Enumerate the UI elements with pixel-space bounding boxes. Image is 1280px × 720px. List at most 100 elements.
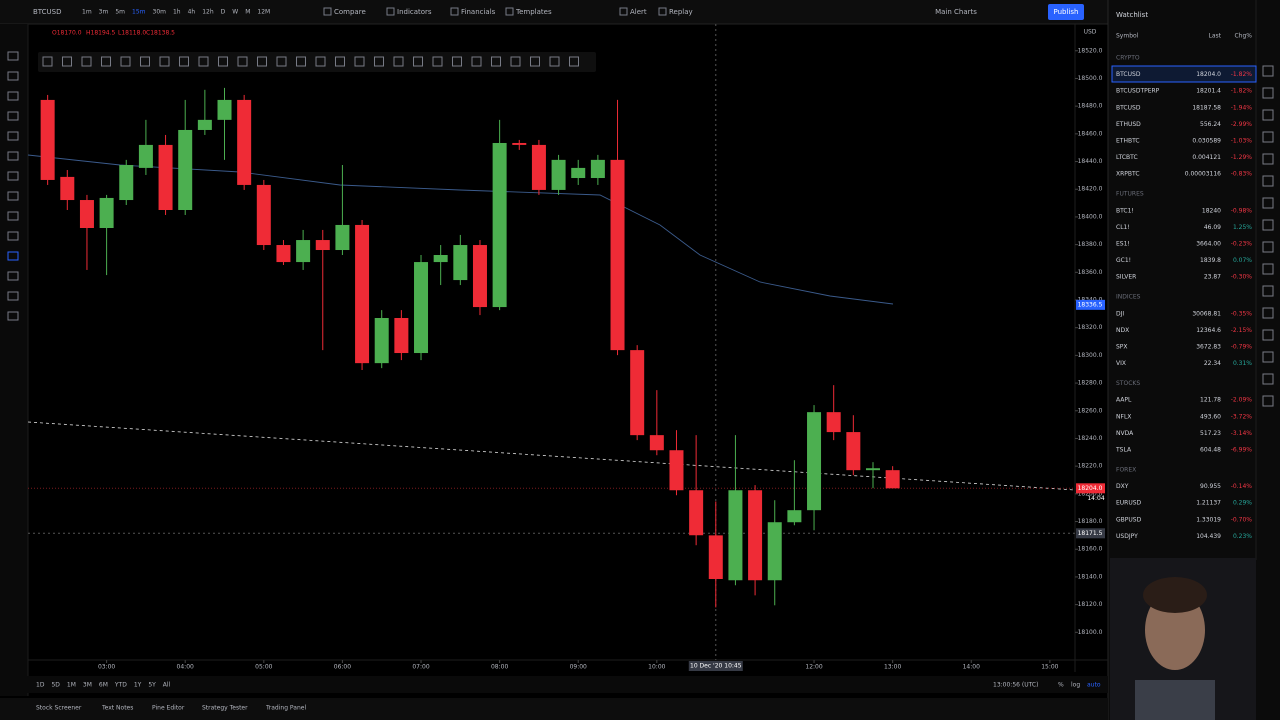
- symbol[interactable]: USDJPY: [1116, 533, 1138, 540]
- tool-icon[interactable]: [7, 151, 19, 161]
- tool-icon[interactable]: [7, 271, 19, 281]
- draw-icon[interactable]: [510, 56, 521, 67]
- symbol[interactable]: VIX: [1116, 360, 1126, 367]
- tool-icon[interactable]: [7, 291, 19, 301]
- side-icon[interactable]: [1262, 131, 1274, 143]
- side-icon[interactable]: [1262, 263, 1274, 275]
- side-icon[interactable]: [1262, 175, 1274, 187]
- tool-icon[interactable]: [7, 311, 19, 321]
- draw-icon[interactable]: [218, 56, 228, 67]
- draw-icon[interactable]: [296, 56, 306, 67]
- range-button[interactable]: YTD: [114, 682, 127, 689]
- draw-icon[interactable]: [549, 56, 560, 67]
- side-icon[interactable]: [1262, 65, 1274, 77]
- symbol[interactable]: ETHBTC: [1116, 138, 1140, 145]
- draw-icon[interactable]: [81, 56, 92, 67]
- symbol[interactable]: NDX: [1116, 327, 1129, 334]
- publish-button[interactable]: [1048, 4, 1084, 20]
- publish-label[interactable]: Publish: [1054, 8, 1079, 16]
- draw-icon[interactable]: [452, 56, 462, 67]
- interval-button[interactable]: 15m: [132, 9, 146, 16]
- draw-icon[interactable]: [315, 56, 326, 67]
- symbol[interactable]: BTCUSD: [1116, 71, 1141, 78]
- draw-icon[interactable]: [393, 56, 404, 67]
- symbol[interactable]: BTCUSD: [1116, 104, 1141, 111]
- draw-icon[interactable]: [413, 56, 423, 67]
- draw-icon[interactable]: [42, 56, 53, 67]
- toolbar-button[interactable]: Financials: [461, 8, 496, 16]
- bottom-tab[interactable]: Strategy Tester: [202, 705, 248, 712]
- tool-icon[interactable]: [7, 131, 19, 141]
- bottom-tab[interactable]: Text Notes: [101, 705, 133, 712]
- symbol[interactable]: ES1!: [1116, 241, 1130, 248]
- tool-icon[interactable]: [7, 211, 19, 221]
- symbol[interactable]: SILVER: [1116, 274, 1136, 281]
- interval-button[interactable]: 12h: [202, 9, 214, 16]
- tool-icon[interactable]: [7, 51, 19, 61]
- toolbar-button[interactable]: Indicators: [397, 8, 432, 16]
- side-icon[interactable]: [1262, 197, 1274, 209]
- symbol[interactable]: XRPBTC: [1116, 171, 1140, 178]
- draw-icon[interactable]: [257, 56, 267, 67]
- draw-icon[interactable]: [335, 56, 345, 67]
- draw-icon[interactable]: [491, 56, 501, 67]
- draw-icon[interactable]: [432, 56, 443, 67]
- interval-button[interactable]: 5m: [115, 9, 125, 16]
- symbol[interactable]: AAPL: [1116, 397, 1132, 404]
- draw-icon[interactable]: [101, 56, 111, 67]
- draw-icon[interactable]: [179, 56, 189, 67]
- symbol[interactable]: GBPUSD: [1116, 516, 1142, 523]
- symbol[interactable]: BTCUSDTPERP: [1116, 88, 1160, 95]
- interval-button[interactable]: W: [232, 9, 238, 16]
- symbol[interactable]: SPX: [1116, 344, 1128, 351]
- range-button[interactable]: 5D: [51, 682, 60, 689]
- draw-icon[interactable]: [276, 56, 287, 67]
- draw-icon[interactable]: [374, 56, 384, 67]
- symbol[interactable]: GC1!: [1116, 257, 1131, 264]
- range-button[interactable]: 1M: [67, 682, 76, 689]
- tool-icon[interactable]: [7, 191, 19, 201]
- tool-icon[interactable]: [7, 91, 19, 101]
- toolbar-button[interactable]: Templates: [515, 8, 552, 16]
- draw-icon[interactable]: [159, 56, 170, 67]
- range-button[interactable]: 5Y: [148, 682, 156, 689]
- symbol[interactable]: LTCBTC: [1116, 154, 1138, 161]
- side-icon[interactable]: [1262, 285, 1274, 297]
- side-icon[interactable]: [1262, 373, 1274, 385]
- range-button[interactable]: 6M: [99, 682, 108, 689]
- tool-icon[interactable]: [7, 231, 19, 241]
- range-button[interactable]: All: [163, 682, 171, 689]
- symbol[interactable]: DJI: [1116, 310, 1124, 317]
- toolbar-button[interactable]: Compare: [334, 8, 366, 16]
- symbol[interactable]: TSLA: [1115, 447, 1132, 454]
- symbol[interactable]: NVDA: [1116, 430, 1134, 437]
- interval-button[interactable]: 4h: [188, 9, 196, 16]
- symbol[interactable]: EURUSD: [1116, 500, 1142, 507]
- percent-toggle[interactable]: %: [1058, 682, 1064, 689]
- log-toggle[interactable]: log: [1071, 682, 1080, 689]
- layout-name[interactable]: Main Charts: [935, 8, 977, 16]
- range-button[interactable]: 3M: [83, 682, 92, 689]
- side-icon[interactable]: [1262, 219, 1274, 231]
- range-button[interactable]: 1Y: [134, 682, 142, 689]
- side-icon[interactable]: [1262, 395, 1274, 407]
- side-icon[interactable]: [1262, 87, 1274, 99]
- selected-row[interactable]: [1111, 65, 1257, 83]
- interval-button[interactable]: M: [245, 9, 250, 16]
- interval-button[interactable]: 3m: [99, 9, 109, 16]
- symbol[interactable]: BTC1!: [1116, 207, 1134, 214]
- toolbar-button[interactable]: Alert: [630, 8, 647, 16]
- draw-icon[interactable]: [62, 56, 72, 67]
- tool-icon[interactable]: [7, 251, 19, 261]
- tool-icon[interactable]: [7, 71, 19, 81]
- draw-icon[interactable]: [354, 56, 365, 67]
- side-icon[interactable]: [1262, 307, 1274, 319]
- symbol[interactable]: CL1!: [1116, 224, 1130, 231]
- interval-button[interactable]: 12M: [257, 9, 270, 16]
- interval-button[interactable]: D: [221, 9, 226, 16]
- draw-icon[interactable]: [140, 56, 150, 67]
- interval-button[interactable]: 1h: [173, 9, 181, 16]
- draw-icon[interactable]: [471, 56, 482, 67]
- bottom-tab[interactable]: Trading Panel: [265, 705, 306, 712]
- draw-icon[interactable]: [120, 56, 131, 67]
